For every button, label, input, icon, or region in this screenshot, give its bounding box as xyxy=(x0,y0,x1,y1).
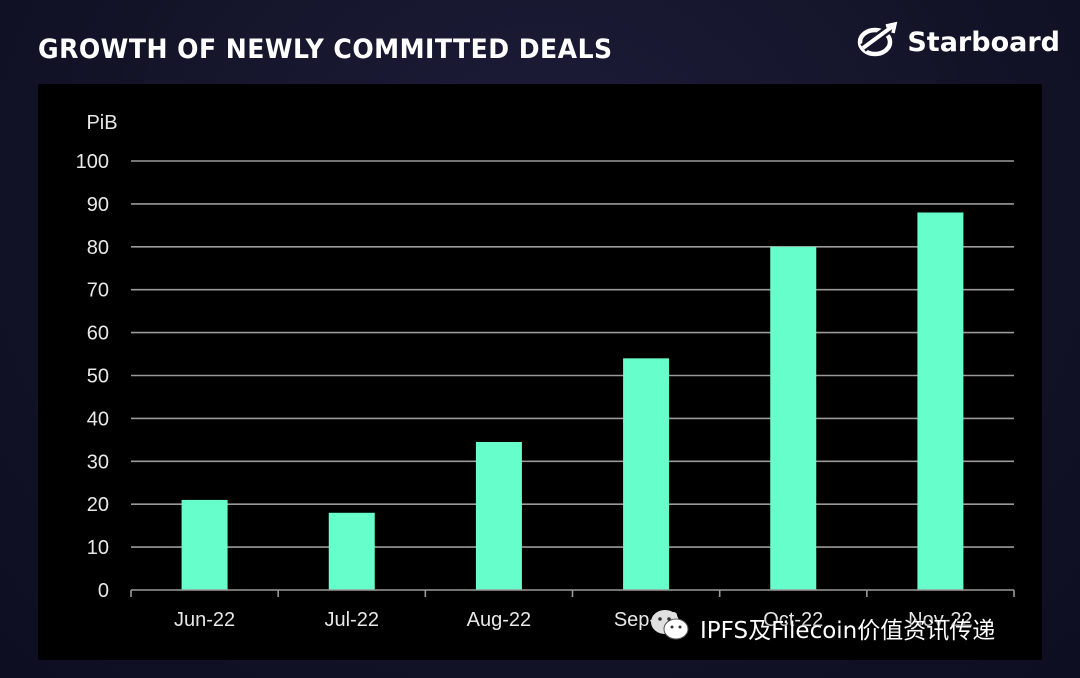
bar xyxy=(181,499,228,590)
y-tick-label: 30 xyxy=(87,451,109,473)
y-tick-label: 100 xyxy=(76,151,109,173)
chart-title: GROWTH OF NEWLY COMMITTED DEALS xyxy=(38,34,613,65)
y-tick-label: 60 xyxy=(87,323,109,345)
chart-panel: 0 10 20 30 40 50 60 70 80 90 100 PiB Jun-22 Jul-22 Aug… xyxy=(38,84,1042,660)
y-tick-label: 0 xyxy=(98,580,109,602)
x-tick-label: Nov-22 xyxy=(908,609,972,631)
watermark-text: IPFS及Filecoin价值资讯传递 xyxy=(700,618,996,644)
bar xyxy=(328,512,375,590)
x-tick-label: Jul-22 xyxy=(325,609,379,631)
starboard-logo-icon xyxy=(855,20,899,65)
wechat-icon xyxy=(650,608,690,648)
bar xyxy=(917,212,964,591)
x-tick-label: Aug-22 xyxy=(467,609,532,631)
bar xyxy=(475,441,522,590)
y-tick-label: 20 xyxy=(87,494,109,516)
y-tick-label: 80 xyxy=(87,237,109,259)
y-tick-label: 90 xyxy=(87,194,109,216)
bar xyxy=(770,246,817,591)
y-tick-label: 40 xyxy=(87,408,109,430)
bar-chart: 0 10 20 30 40 50 60 70 80 90 100 PiB Jun-22 Jul-22 Aug… xyxy=(76,112,1015,631)
brand-logo: Starboard xyxy=(855,20,1060,65)
watermark: IPFS及Filecoin价值资讯传递 xyxy=(650,608,995,648)
y-tick-label: 50 xyxy=(87,366,109,388)
y-tick-label: 70 xyxy=(87,280,109,302)
y-axis-label: PiB xyxy=(86,112,117,134)
brand-name: Starboard xyxy=(907,26,1060,58)
bar xyxy=(623,358,670,590)
x-tick-label: Jun-22 xyxy=(174,609,235,631)
x-tick-label: Oct-22 xyxy=(763,609,823,631)
y-tick-label: 10 xyxy=(87,537,109,559)
